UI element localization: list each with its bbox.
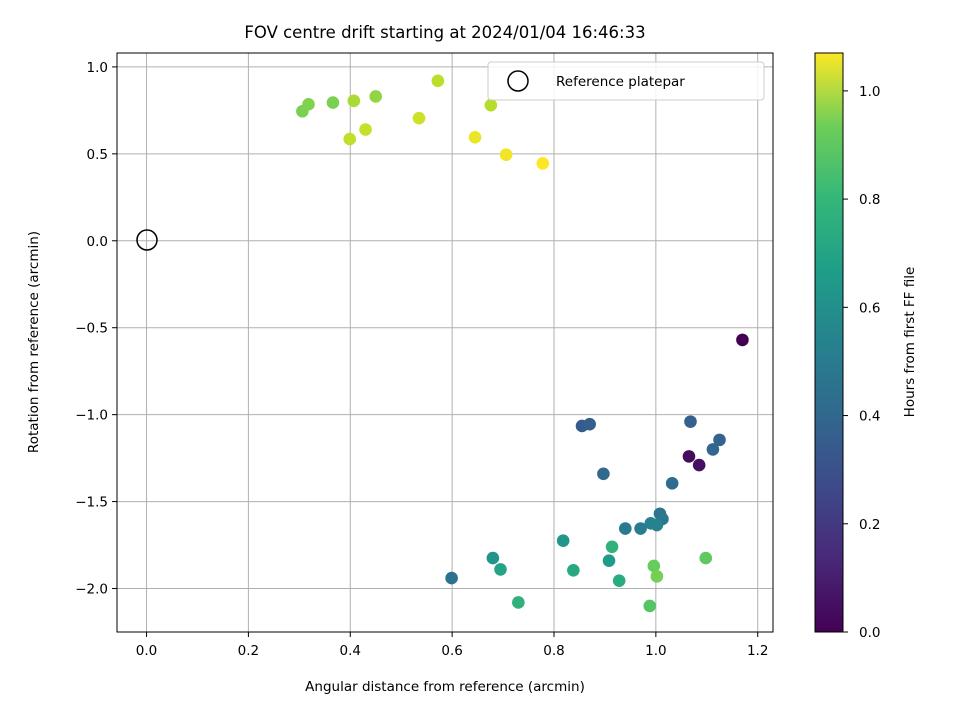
x-tick-label: 1.0 — [645, 643, 666, 659]
legend-reference-marker — [507, 70, 529, 92]
data-point — [597, 467, 610, 481]
data-point — [713, 433, 726, 447]
data-point — [359, 123, 372, 136]
data-point — [684, 415, 697, 428]
data-point — [692, 458, 706, 472]
data-point — [643, 599, 657, 613]
data-point — [556, 534, 570, 548]
data-point — [665, 477, 679, 490]
grid — [117, 53, 773, 632]
data-point — [369, 90, 383, 103]
data-point — [583, 417, 596, 431]
x-tick-label: 0.4 — [340, 643, 361, 659]
data-point — [650, 518, 664, 532]
data-point — [302, 97, 315, 111]
plot-frame — [116, 52, 774, 633]
data-point — [445, 571, 458, 585]
data-point — [486, 551, 500, 565]
x-axis-label: Angular distance from reference (arcmin) — [305, 679, 585, 695]
legend: Reference platepar — [487, 61, 765, 101]
data-point — [647, 559, 661, 573]
data-point — [431, 74, 445, 88]
x-tick-label: 0.0 — [136, 643, 157, 659]
data-point — [682, 450, 696, 463]
data-point — [347, 94, 361, 108]
y-tick-label: 1.0 — [87, 60, 108, 76]
colorbar-tick-label: 0.0 — [859, 625, 880, 641]
y-tick-label: 0.5 — [87, 147, 108, 163]
data-point — [634, 522, 647, 535]
y-axis-ticks: −2.0 −1.5 −1.0 −0.5 0.0 0.5 1.0 — [75, 60, 117, 598]
data-point — [412, 111, 426, 125]
colorbar: 0.0 0.2 0.4 0.6 0.8 1.0 Hours from first FF f… — [814, 52, 918, 641]
data-point — [468, 131, 482, 144]
data-point — [612, 574, 626, 588]
colorbar-tick-label: 0.4 — [859, 409, 880, 425]
data-point — [536, 157, 550, 170]
x-tick-label: 0.2 — [238, 643, 259, 659]
y-tick-label: −1.0 — [75, 408, 108, 424]
x-tick-label: 0.6 — [441, 643, 462, 659]
y-tick-label: 0.0 — [87, 234, 108, 250]
y-tick-label: −1.5 — [75, 495, 108, 511]
data-point — [699, 551, 713, 565]
legend-box — [487, 61, 765, 101]
y-axis-label: Rotation from reference (arcmin) — [26, 231, 42, 453]
colorbar-label: Hours from first FF file — [902, 267, 918, 418]
data-point — [494, 563, 507, 576]
x-tick-label: 0.8 — [543, 643, 564, 659]
data-point — [602, 554, 616, 568]
data-point — [605, 540, 619, 554]
data-point — [343, 132, 357, 146]
chart-title: FOV centre drift starting at 2024/01/04 … — [244, 23, 645, 42]
data-point — [650, 570, 664, 583]
data-point — [706, 443, 720, 456]
y-tick-label: −2.0 — [75, 582, 108, 598]
x-tick-label: 1.2 — [747, 643, 768, 659]
colorbar-ticks: 0.0 0.2 0.4 0.6 0.8 1.0 — [843, 84, 880, 641]
colorbar-tick-label: 0.8 — [859, 192, 880, 208]
data-point — [499, 148, 513, 162]
reference-point-marker — [136, 229, 158, 251]
y-tick-label: −0.5 — [75, 321, 108, 337]
data-point — [567, 563, 580, 577]
data-point — [736, 333, 749, 347]
colorbar-gradient — [814, 52, 844, 633]
colorbar-tick-label: 0.6 — [859, 300, 880, 316]
colorbar-tick-label: 0.2 — [859, 517, 880, 533]
colorbar-tick-label: 1.0 — [859, 84, 880, 100]
data-point — [484, 98, 498, 112]
x-axis-ticks: 0.0 0.2 0.4 0.6 0.8 1.0 1.2 — [136, 632, 768, 659]
data-point — [618, 522, 632, 535]
legend-entry-label: Reference platepar — [556, 74, 685, 90]
data-point — [512, 596, 525, 609]
data-point — [326, 96, 340, 109]
data-points — [296, 74, 749, 613]
